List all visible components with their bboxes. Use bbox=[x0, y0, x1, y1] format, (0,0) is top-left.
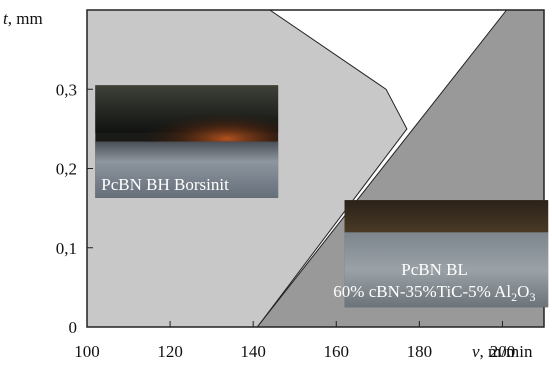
x-axis-unit: , m/min bbox=[480, 342, 533, 361]
subscript-3: 3 bbox=[529, 290, 535, 304]
x-tick-label: 100 bbox=[74, 342, 100, 361]
x-tick-label: 200 bbox=[490, 342, 516, 361]
x-axis-label: v, m/min bbox=[472, 342, 533, 361]
composition-text: 60% cBN-35%TiC-5% Al bbox=[333, 282, 511, 301]
y-axis-variable: t bbox=[3, 9, 9, 28]
region-label-pcbn-bh-borsinit: PcBN BH Borsinit bbox=[101, 175, 229, 194]
oxygen-symbol: O bbox=[517, 282, 529, 301]
x-axis: 100 120 140 160 180 200 bbox=[74, 321, 515, 361]
x-axis-variable: v bbox=[472, 342, 480, 361]
y-axis-unit: , mm bbox=[8, 9, 43, 28]
subscript-2: 2 bbox=[511, 290, 517, 304]
y-tick-label: 0 bbox=[69, 318, 78, 337]
region-label-pcbn-bl-line2: 60% cBN-35%TiC-5% Al2O3 bbox=[333, 282, 535, 304]
y-tick-label: 0,1 bbox=[56, 239, 77, 258]
y-axis-label: t, mm bbox=[3, 9, 43, 28]
x-tick-label: 140 bbox=[240, 342, 266, 361]
y-tick-label: 0,2 bbox=[56, 160, 77, 179]
tool-photo-pcbn-bh bbox=[95, 85, 279, 198]
x-tick-label: 120 bbox=[157, 342, 183, 361]
y-tick-label: 0,3 bbox=[56, 80, 77, 99]
y-axis: 0 0,1 0,2 0,3 bbox=[56, 80, 93, 337]
tool-photo-pcbn-bl bbox=[344, 200, 549, 308]
region-label-pcbn-bl-line1: PcBN BL bbox=[401, 260, 468, 279]
x-tick-label: 180 bbox=[407, 342, 433, 361]
x-tick-label: 160 bbox=[324, 342, 350, 361]
